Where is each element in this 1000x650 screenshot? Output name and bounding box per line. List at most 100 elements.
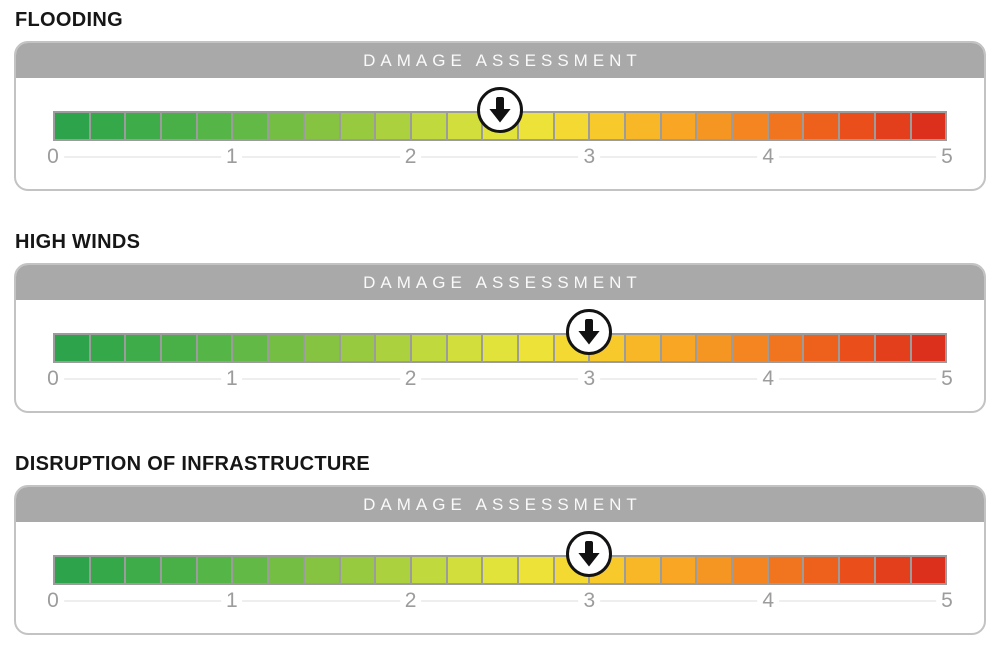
gauge-segment <box>661 113 698 139</box>
gauge-segment <box>840 335 876 361</box>
damage-assessment-page: FLOODING DAMAGE ASSESSMENT 0 1 2 <box>14 9 986 635</box>
gauge-segment <box>697 113 734 139</box>
gauge-segment <box>518 335 555 361</box>
marker-circle <box>566 531 613 577</box>
card-header-label: DAMAGE ASSESSMENT <box>363 50 642 70</box>
gauge-segment <box>376 557 412 583</box>
gauge-segment <box>304 335 341 361</box>
gauge-segment <box>804 113 841 139</box>
gauge-segment <box>875 557 912 583</box>
gauge-segment <box>233 335 270 361</box>
gauge-marker <box>566 531 613 577</box>
assessment-card: DAMAGE ASSESSMENT 0 1 2 3 4 <box>14 41 986 191</box>
panel-disruption-of-infrastructure: DISRUPTION OF INFRASTRUCTURE DAMAGE ASSE… <box>14 452 986 635</box>
gauge-segment <box>233 113 270 139</box>
card-header-label: DAMAGE ASSESSMENT <box>363 494 642 514</box>
gauge-segment <box>411 557 448 583</box>
tick-label: 0 <box>42 589 64 613</box>
damage-gauge: 0 1 2 3 4 5 <box>42 87 958 173</box>
damage-gauge: 0 1 2 3 4 5 <box>42 531 958 617</box>
card-header: DAMAGE ASSESSMENT <box>16 265 984 300</box>
down-arrow-icon <box>578 540 600 566</box>
gauge-segment <box>768 335 805 361</box>
gauge-ticks: 0 1 2 3 4 5 <box>42 365 958 395</box>
gauge-segment <box>447 335 484 361</box>
gauge-segment <box>90 557 127 583</box>
gauge-segment <box>411 335 448 361</box>
gauge-segment <box>733 335 769 361</box>
gauge-segment <box>518 557 555 583</box>
gauge-segment <box>483 557 519 583</box>
down-arrow-icon <box>578 318 600 344</box>
gauge-segment <box>162 335 198 361</box>
panel-title: HIGH WINDS <box>15 231 141 253</box>
gauge-segment <box>626 557 662 583</box>
tick-label: 4 <box>757 589 780 613</box>
gauge-segment <box>911 335 946 361</box>
gauge-segment <box>90 335 127 361</box>
gauge-segment <box>733 113 769 139</box>
panel-high-winds: HIGH WINDS DAMAGE ASSESSMENT 0 1 2 <box>14 230 986 413</box>
gauge-segment <box>269 113 305 139</box>
panel-title: DISRUPTION OF INFRASTRUCTURE <box>15 453 371 475</box>
gauge-segment <box>197 113 234 139</box>
tick-label: 5 <box>936 367 958 391</box>
gauge-ticks: 0 1 2 3 4 5 <box>42 587 958 617</box>
gauge-segment <box>162 557 198 583</box>
gauge-segment <box>304 113 341 139</box>
gauge-segment <box>90 113 127 139</box>
gauge-segment <box>162 113 198 139</box>
gauge-segment <box>626 335 662 361</box>
gauge-segment <box>197 335 234 361</box>
tick-baseline <box>55 378 945 380</box>
gauge-segment <box>55 557 91 583</box>
gauge-segment <box>697 557 734 583</box>
gauge-segment <box>875 113 912 139</box>
tick-label: 0 <box>42 367 64 391</box>
gauge-segment <box>126 113 163 139</box>
gauge-segment <box>840 113 876 139</box>
damage-gauge: 0 1 2 3 4 5 <box>42 309 958 395</box>
gauge-segment <box>55 113 91 139</box>
tick-label: 5 <box>936 145 958 169</box>
gauge-segment <box>554 113 591 139</box>
gauge-segment <box>875 335 912 361</box>
gauge-segment <box>340 113 377 139</box>
gauge-segment <box>269 335 305 361</box>
tick-label: 2 <box>399 145 422 169</box>
tick-baseline <box>55 600 945 602</box>
tick-label: 3 <box>578 367 601 391</box>
tick-label: 1 <box>220 367 243 391</box>
tick-label: 2 <box>399 367 422 391</box>
gauge-segment <box>340 557 377 583</box>
gauge-segment <box>126 557 163 583</box>
gauge-segment <box>911 557 946 583</box>
gauge-segment <box>697 335 734 361</box>
gauge-segment <box>483 335 519 361</box>
assessment-card: DAMAGE ASSESSMENT 0 1 2 3 4 <box>14 485 986 635</box>
gauge-segment <box>804 557 841 583</box>
tick-label: 2 <box>399 589 422 613</box>
down-arrow-icon <box>489 96 511 122</box>
gauge-segment <box>411 113 448 139</box>
gauge-segment <box>55 335 91 361</box>
card-header: DAMAGE ASSESSMENT <box>16 43 984 78</box>
gauge-segment <box>840 557 876 583</box>
card-header: DAMAGE ASSESSMENT <box>16 487 984 522</box>
gauge-marker <box>566 309 613 355</box>
gauge-segment <box>376 335 412 361</box>
gauge-segment <box>768 557 805 583</box>
gauge-segment <box>661 335 698 361</box>
card-header-label: DAMAGE ASSESSMENT <box>363 272 642 292</box>
tick-label: 5 <box>936 589 958 613</box>
gauge-ticks: 0 1 2 3 4 5 <box>42 143 958 173</box>
gauge-segment <box>518 113 555 139</box>
gauge-segment <box>304 557 341 583</box>
tick-baseline <box>55 156 945 158</box>
marker-circle <box>566 309 613 355</box>
tick-label: 4 <box>757 145 780 169</box>
tick-label: 3 <box>578 589 601 613</box>
gauge-segment <box>340 335 377 361</box>
gauge-segment <box>197 557 234 583</box>
gauge-track <box>53 555 947 585</box>
